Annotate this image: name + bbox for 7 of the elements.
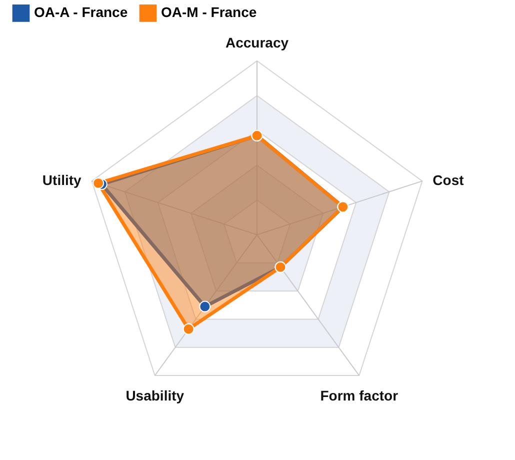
spoke-label: Accuracy (225, 34, 289, 50)
spoke-label: Usability (126, 387, 184, 404)
spoke-label: Form factor (320, 387, 399, 404)
legend-label: OA-A - France (34, 4, 128, 20)
spoke-label: Cost (432, 172, 464, 188)
spoke-label: Utility (42, 172, 82, 188)
legend-label: OA-M - France (161, 4, 257, 20)
